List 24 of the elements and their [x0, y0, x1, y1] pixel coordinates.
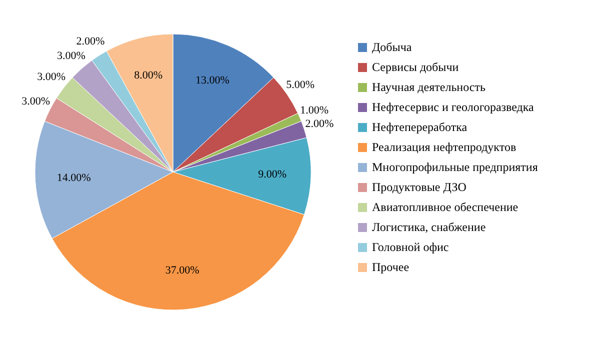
data-label: 2.00%: [305, 118, 334, 130]
data-label: 3.00%: [56, 50, 86, 62]
legend-label: Многопрофильные предприятия: [372, 160, 538, 174]
legend-label: Нефтепереработка: [372, 120, 468, 134]
data-label: 37.00%: [165, 264, 200, 276]
data-label: 13.00%: [196, 74, 230, 86]
legend-label: Сервисы добычи: [372, 60, 460, 74]
legend-label: Научная деятельность: [372, 80, 486, 94]
legend-label: Авиатопливное обеспечение: [372, 200, 518, 214]
legend-label: Логистика, снабжение: [372, 220, 486, 234]
legend-label: Реализация нефтепродуктов: [372, 140, 516, 154]
data-label: 1.00%: [300, 104, 329, 116]
data-label: 2.00%: [76, 36, 105, 48]
legend-label: Прочее: [372, 260, 410, 274]
data-label: 9.00%: [258, 168, 287, 181]
data-label: 3.00%: [22, 96, 50, 108]
data-label: 8.00%: [134, 69, 162, 82]
data-label: 5.00%: [286, 78, 315, 91]
data-label: 14.00%: [56, 172, 91, 184]
legend-label: Продуктовые ДЗО: [372, 180, 467, 194]
legend-label: Добыча: [372, 40, 412, 54]
legend-label: Головной офис: [372, 240, 449, 254]
legend-label: Нефтесервис и геологоразведка: [372, 100, 535, 114]
data-label: 3.00%: [37, 71, 66, 84]
